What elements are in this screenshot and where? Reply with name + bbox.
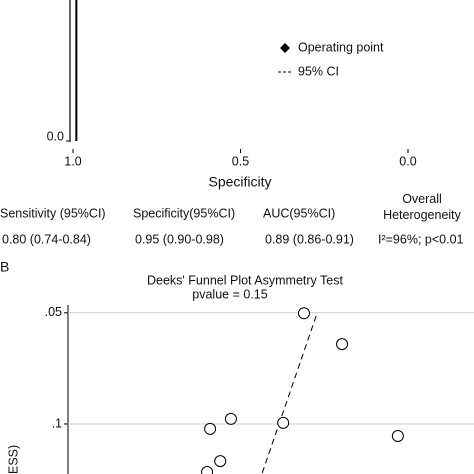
study-point	[224, 412, 237, 425]
study-point	[201, 466, 214, 474]
y-tick-label: .05	[45, 305, 62, 319]
y-axis-label: ESS)	[6, 445, 20, 474]
panel-label: B	[0, 259, 9, 275]
table-header: Sensitivity (95%CI)	[0, 206, 106, 220]
x-tick-label: 1.0	[64, 154, 81, 168]
table-header: Overall Heterogeneity	[383, 192, 462, 222]
y-tick-label: .1	[52, 416, 62, 430]
study-point	[391, 429, 404, 442]
table-header: AUC(95%CI)	[263, 206, 335, 220]
legend-label: Operating point	[298, 40, 384, 54]
table-cell: 0.80 (0.74-0.84)	[2, 232, 91, 246]
study-point	[277, 416, 290, 429]
table-cell: I²=96%; p<0.01	[378, 232, 464, 246]
x-axis-label: Specificity	[208, 174, 271, 190]
legend-marker	[280, 43, 290, 53]
chart-subtitle: pvalue = 0.15	[192, 287, 267, 301]
table-cell: 0.89 (0.86-0.91)	[265, 232, 354, 246]
table-header: Specificity(95%CI)	[133, 206, 235, 220]
chart-title: Deeks' Funnel Plot Asymmetry Test	[147, 273, 344, 287]
study-point	[297, 307, 310, 320]
regression-line	[261, 315, 317, 474]
x-tick-label: 0.5	[232, 154, 249, 168]
study-point	[336, 338, 349, 351]
legend-label: 95% CI	[298, 64, 339, 78]
y-tick-label: 0.0	[47, 129, 64, 143]
x-tick-label: 0.0	[399, 154, 416, 168]
table-cell: 0.95 (0.90-0.98)	[135, 232, 224, 246]
study-point	[214, 455, 227, 468]
study-point	[204, 422, 217, 435]
